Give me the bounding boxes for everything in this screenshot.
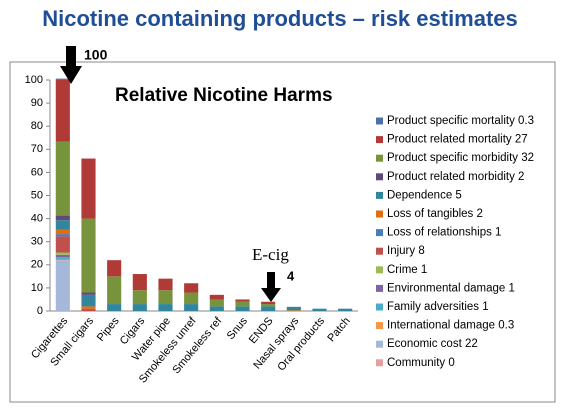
bar-segment: [184, 283, 199, 293]
bar-segment: [55, 234, 70, 237]
legend-label: Environmental damage 1: [387, 282, 515, 294]
y-tick-label: 20: [31, 259, 43, 271]
bar-segment: [209, 299, 224, 307]
bar-segment: [286, 310, 301, 311]
legend-swatch: [376, 359, 383, 367]
bar-segment: [209, 306, 224, 311]
bar-segment: [55, 79, 70, 142]
bar-segment: [81, 218, 96, 293]
legend-label: Injury 8: [387, 245, 425, 257]
legend-label: Product related mortality 27: [387, 134, 528, 146]
bar-segment: [55, 141, 70, 216]
bar-segment: [338, 308, 353, 311]
legend-swatch: [376, 154, 383, 162]
bar-segment: [55, 215, 70, 221]
bar-segment: [55, 252, 70, 255]
chart-title: Nicotine containing products – risk esti…: [42, 6, 518, 31]
legend-swatch: [376, 303, 383, 311]
legend-swatch: [376, 229, 383, 237]
legend-label: Product specific mortality 0.3: [387, 115, 534, 127]
bar-segment: [55, 78, 70, 80]
legend-label: International damage 0.3: [387, 320, 514, 332]
y-tick-label: 80: [31, 120, 43, 132]
y-tick-label: 40: [31, 213, 43, 225]
bar-segment: [55, 257, 70, 260]
bar-segment: [235, 306, 250, 311]
y-tick-label: 60: [31, 166, 43, 178]
bar-segment: [81, 292, 96, 295]
arrows: [60, 46, 281, 302]
annotation: 4: [287, 268, 295, 283]
legend-label: Crime 1: [387, 264, 427, 276]
bar-segment: [261, 301, 276, 305]
bar-segment: [286, 306, 301, 311]
bar-segment: [261, 306, 276, 311]
y-tick-label: 0: [37, 305, 43, 317]
bar-segment: [81, 294, 96, 307]
bar-segment: [158, 304, 173, 311]
arrow: [261, 288, 281, 302]
bar-segment: [55, 236, 70, 253]
y-tick-label: 50: [31, 189, 43, 201]
legend-label: Community 0: [387, 357, 455, 369]
y-tick-label: 10: [31, 282, 43, 294]
legend-label: Dependence 5: [387, 189, 462, 201]
bar-segment: [261, 304, 276, 307]
bar-segment: [81, 158, 96, 219]
bar-segment: [132, 304, 147, 311]
legend-label: Loss of relationships 1: [387, 227, 501, 239]
legend-swatch: [376, 173, 383, 181]
bar-segment: [55, 220, 70, 230]
x-tick-label: Patch: [325, 315, 352, 344]
bar-segment: [107, 276, 122, 305]
y-tick-label: 70: [31, 143, 43, 155]
arrow: [66, 46, 76, 66]
bar-segment: [132, 274, 147, 291]
legend-swatch: [376, 210, 383, 218]
legend-label: Product related morbidity 2: [387, 171, 524, 183]
y-tick-label: 90: [31, 97, 43, 109]
bar-segment: [158, 290, 173, 305]
bar-segment: [312, 308, 327, 311]
chart-frame: [9, 61, 556, 403]
legend-swatch: [376, 191, 383, 199]
legend-label: Loss of tangibles 2: [387, 208, 483, 220]
bar-segment: [158, 278, 173, 291]
y-tick-label: 100: [25, 74, 43, 86]
bar-segment: [81, 306, 96, 309]
legend-swatch: [376, 322, 383, 330]
bar-segment: [184, 292, 199, 305]
bar-segment: [235, 301, 250, 307]
legend-swatch: [376, 247, 383, 255]
y-tick-label: 30: [31, 236, 43, 248]
annotation: E-cig: [252, 245, 289, 264]
bar-segment: [235, 299, 250, 302]
bar-segment: [81, 308, 96, 311]
legend-label: Product specific morbidity 32: [387, 152, 534, 164]
legend-swatch: [376, 340, 383, 348]
chart-subtitle: Relative Nicotine Harms: [115, 85, 333, 106]
bar-segment: [55, 260, 70, 311]
bar-segment: [55, 229, 70, 235]
legend-swatch: [376, 266, 383, 274]
bar-segment: [209, 294, 224, 300]
arrow: [60, 66, 82, 84]
legend-swatch: [376, 117, 383, 125]
bar-segment: [55, 259, 70, 261]
legend-swatch: [376, 136, 383, 144]
bar-segment: [107, 260, 122, 277]
legend-label: Family adversities 1: [387, 301, 489, 313]
annotation: 100: [84, 47, 108, 63]
legend-label: Economic cost 22: [387, 338, 478, 350]
legend-swatch: [376, 284, 383, 292]
bar-segment: [184, 304, 199, 311]
bar-segment: [132, 290, 147, 305]
arrow: [267, 272, 275, 288]
bar-segment: [55, 254, 70, 258]
bar-segment: [107, 304, 122, 311]
